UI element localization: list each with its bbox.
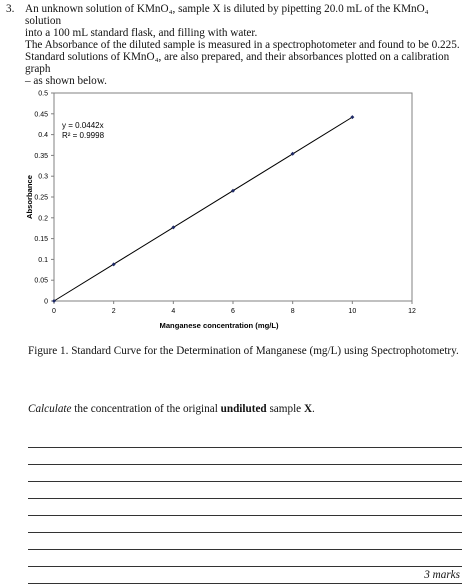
question-intro: An unknown solution of KMnO₄, sample X i… xyxy=(25,3,465,87)
answer-line[interactable] xyxy=(28,447,462,448)
x-tick-label: 6 xyxy=(231,308,235,315)
data-point xyxy=(171,225,176,230)
data-point xyxy=(52,299,56,303)
y-tick-label: 0.3 xyxy=(38,174,48,181)
intro-line-4: Standard solutions of KMnO₄, are also pr… xyxy=(25,51,450,75)
trendline-group xyxy=(53,116,353,302)
trendline-equation: y = 0.0442x xyxy=(62,121,104,130)
instruction-sample: X xyxy=(303,403,313,415)
y-tick-label: 0.25 xyxy=(34,195,48,202)
intro-line-3: The Absorbance of the diluted sample is … xyxy=(25,39,460,51)
x-tick-label: 0 xyxy=(52,308,56,315)
trendline xyxy=(53,116,353,302)
data-point xyxy=(350,115,355,120)
intro-line-5: – as shown below. xyxy=(25,75,107,87)
answer-line[interactable] xyxy=(28,464,462,465)
y-tick-label: 0.2 xyxy=(38,215,48,222)
calibration-chart: 0 0.05 0.1 0.15 0.2 0.25 0.3 0.35 0.4 0.45 0.5 0 2 4… xyxy=(25,91,416,331)
x-tick-label: 12 xyxy=(408,308,416,315)
y-tick-label: 0.05 xyxy=(34,278,48,285)
data-point xyxy=(231,188,235,193)
x-axis: 0 2 4 6 8 10 12 xyxy=(52,301,416,315)
data-point xyxy=(290,151,295,156)
x-tick-label: 4 xyxy=(171,308,175,315)
r-squared-label: R² = 0.9998 xyxy=(62,131,105,140)
answer-line[interactable] xyxy=(28,532,462,533)
question-number: 3. xyxy=(6,3,15,15)
marks-label: 3 marks xyxy=(424,569,460,581)
x-tick-label: 10 xyxy=(348,308,356,315)
plot-area-frame xyxy=(53,92,413,302)
y-tick-label: 0.4 xyxy=(38,132,48,139)
answer-line[interactable] xyxy=(28,566,462,567)
intro-line-2: into a 100 mL standard flask, and fillin… xyxy=(25,27,258,39)
data-point xyxy=(111,262,116,267)
answer-line[interactable] xyxy=(28,583,462,584)
instruction-period: . xyxy=(312,403,315,415)
instruction-middle: the concentration of the original xyxy=(71,403,221,415)
y-axis: 0 0.05 0.1 0.15 0.2 0.25 0.3 0.35 0.4 0.45 0.5 xyxy=(34,91,54,306)
instruction-end: sample xyxy=(266,403,304,415)
answer-line[interactable] xyxy=(28,515,462,516)
instruction: Calculate the concentration of the origi… xyxy=(28,403,315,415)
answer-line[interactable] xyxy=(28,549,462,550)
y-axis-title: Absorbance xyxy=(25,175,34,219)
figure-caption: Figure 1. Standard Curve for the Determi… xyxy=(28,345,459,357)
x-axis-title: Manganese concentration (mg/L) xyxy=(160,321,279,330)
y-tick-label: 0.35 xyxy=(34,153,48,160)
intro-line-1: An unknown solution of KMnO₄, sample X i… xyxy=(25,3,429,27)
answer-line[interactable] xyxy=(28,498,462,499)
y-tick-label: 0.15 xyxy=(34,236,48,243)
data-points xyxy=(52,115,355,303)
y-tick-label: 0.1 xyxy=(38,257,48,264)
y-tick-label: 0 xyxy=(44,299,48,306)
instruction-verb: Calculate xyxy=(28,403,72,415)
x-tick-label: 2 xyxy=(112,308,116,315)
answer-line[interactable] xyxy=(28,481,462,482)
y-tick-label: 0.45 xyxy=(34,111,48,118)
instruction-emphasis: undiluted xyxy=(220,403,267,415)
x-tick-label: 8 xyxy=(291,308,295,315)
y-tick-label: 0.5 xyxy=(38,91,48,98)
